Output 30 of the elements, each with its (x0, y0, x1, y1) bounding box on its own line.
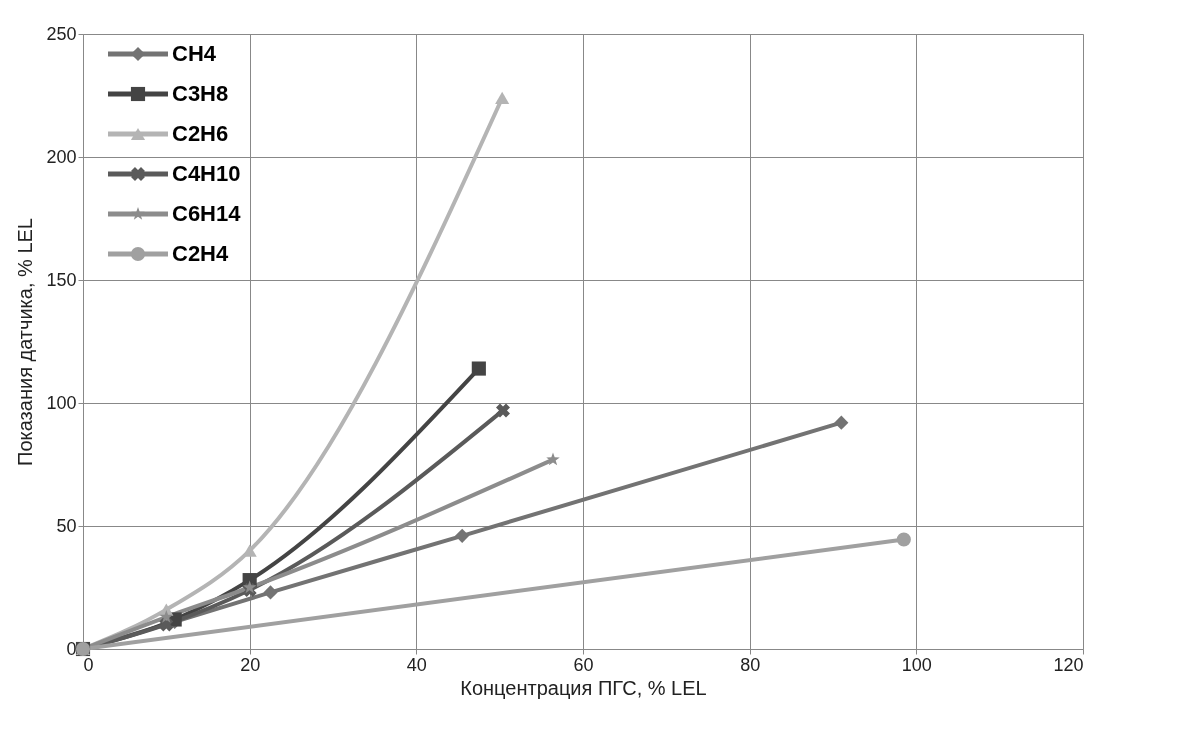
legend-label: C2H6 (172, 121, 229, 146)
x-tick-label: 80 (740, 654, 761, 675)
y-tick-label: 250 (46, 23, 77, 44)
point (834, 415, 849, 430)
point (263, 585, 278, 600)
x-tick-label: 0 (83, 654, 94, 675)
x-tick-label: 40 (406, 654, 427, 675)
legend-label: C3H8 (172, 81, 229, 106)
x-tick-label: 120 (1053, 654, 1084, 675)
y-tick-label: 100 (46, 392, 77, 413)
legend-label: C2H4 (172, 241, 230, 266)
y-axis-title: Показания датчика, % LEL (14, 218, 37, 466)
x-axis-title: Концентрация ПГС, % LEL (460, 676, 707, 699)
x-tick-label: 60 (573, 654, 594, 675)
y-tick-label: 200 (46, 146, 77, 167)
legend-label: C6H14 (172, 201, 242, 226)
point (159, 609, 174, 623)
y-tick-label: 150 (46, 269, 77, 290)
point (495, 91, 510, 105)
x-tick-label: 20 (240, 654, 261, 675)
legend-label: C4H10 (172, 161, 241, 186)
y-tick-label: 0 (66, 638, 77, 659)
x-tick-label: 100 (901, 654, 932, 675)
y-tick-label: 50 (56, 515, 77, 536)
point (896, 532, 911, 547)
point (496, 403, 510, 418)
point (471, 361, 486, 376)
legend-label: CH4 (172, 41, 217, 66)
point (455, 528, 470, 543)
point (546, 452, 560, 466)
